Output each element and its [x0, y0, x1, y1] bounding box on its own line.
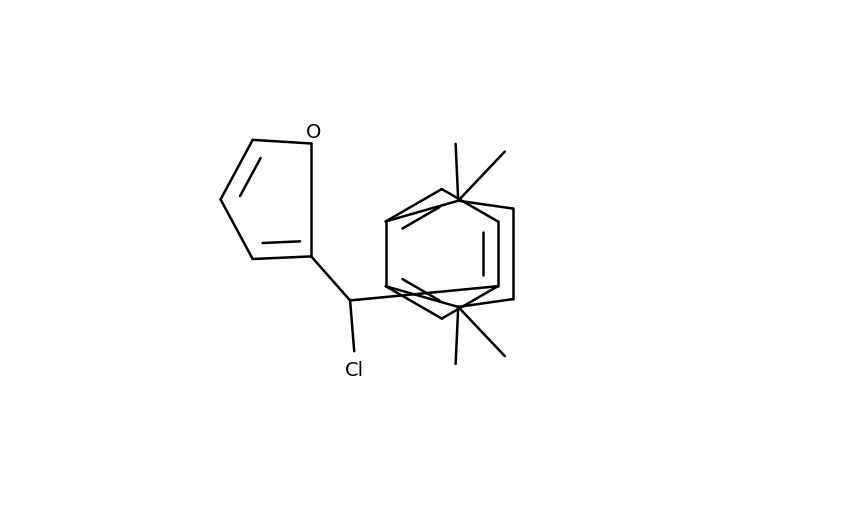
Text: Cl: Cl: [345, 362, 364, 380]
Text: O: O: [306, 123, 321, 141]
